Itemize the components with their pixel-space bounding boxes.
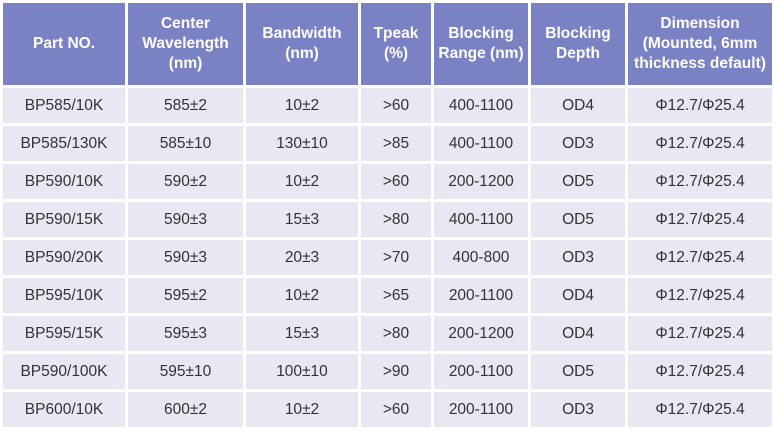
table-cell: OD5 [531,354,625,389]
table-cell: 15±3 [246,202,358,237]
table-cell: 130±10 [246,126,358,161]
table-cell: 590±2 [128,164,243,199]
table-cell: BP595/15K [3,316,125,351]
table-cell: OD4 [531,316,625,351]
table-cell: OD4 [531,278,625,313]
table-cell: Φ12.7/Φ25.4 [628,278,772,313]
table-row: BP600/10K 600±2 10±2 >60 200-1100 OD3 Φ12.7/Φ2… [3,392,772,427]
table-cell: >90 [361,354,431,389]
table-cell: 595±10 [128,354,243,389]
column-header-blocking-depth: Blocking Depth [531,3,625,85]
table-row: BP590/15K 590±3 15±3 >80 400-1100 OD5 Φ12.7/Φ2… [3,202,772,237]
table-cell: 585±10 [128,126,243,161]
table-cell: Φ12.7/Φ25.4 [628,392,772,427]
table-cell: Φ12.7/Φ25.4 [628,126,772,161]
table-cell: 15±3 [246,316,358,351]
column-header-tpeak: Tpeak (%) [361,3,431,85]
table-cell: 200-1200 [434,316,528,351]
table-row: BP590/10K 590±2 10±2 >60 200-1200 OD5 Φ12.7/Φ2… [3,164,772,199]
column-header-center-wavelength: Center Wavelength (nm) [128,3,243,85]
table-cell: 595±3 [128,316,243,351]
table-cell: Φ12.7/Φ25.4 [628,316,772,351]
table-cell: BP590/100K [3,354,125,389]
table-cell: OD3 [531,126,625,161]
table-cell: BP600/10K [3,392,125,427]
table-cell: >60 [361,88,431,123]
table-cell: 10±2 [246,278,358,313]
table-cell: >80 [361,202,431,237]
column-header-part-no: Part NO. [3,3,125,85]
table-cell: Φ12.7/Φ25.4 [628,240,772,275]
table-cell: OD5 [531,164,625,199]
table-cell: 20±3 [246,240,358,275]
table-row: BP585/130K 585±10 130±10 >85 400-1100 OD3 Φ12.… [3,126,772,161]
table-cell: BP590/20K [3,240,125,275]
table-cell: 200-1200 [434,164,528,199]
table-header: Part NO. Center Wavelength (nm) Bandwidt… [3,3,772,85]
table-cell: 585±2 [128,88,243,123]
table-cell: OD3 [531,240,625,275]
column-header-bandwidth: Bandwidth (nm) [246,3,358,85]
table-cell: 400-800 [434,240,528,275]
table-cell: BP590/15K [3,202,125,237]
table-row: BP590/20K 590±3 20±3 >70 400-800 OD3 Φ12.7/Φ25… [3,240,772,275]
table-cell: >60 [361,392,431,427]
table-cell: 595±2 [128,278,243,313]
table-cell: BP585/130K [3,126,125,161]
table-cell: 10±2 [246,392,358,427]
table-cell: >70 [361,240,431,275]
table-cell: 400-1100 [434,126,528,161]
table-cell: BP595/10K [3,278,125,313]
table-body: BP585/10K 585±2 10±2 >60 400-1100 OD4 Φ12.7/Φ2… [3,88,772,427]
table-cell: 400-1100 [434,202,528,237]
table-cell: BP585/10K [3,88,125,123]
table-row: BP585/10K 585±2 10±2 >60 400-1100 OD4 Φ12.7/Φ2… [3,88,772,123]
table-cell: 600±2 [128,392,243,427]
table-cell: >65 [361,278,431,313]
table-cell: OD5 [531,202,625,237]
table-cell: BP590/10K [3,164,125,199]
table-row: BP595/10K 595±2 10±2 >65 200-1100 OD4 Φ12.7/Φ2… [3,278,772,313]
table-cell: OD4 [531,88,625,123]
table-row: BP590/100K 595±10 100±10 >90 200-1100 OD5 Φ12.… [3,354,772,389]
table-cell: >80 [361,316,431,351]
table-cell: 200-1100 [434,354,528,389]
table-cell: 590±3 [128,240,243,275]
table-cell: Φ12.7/Φ25.4 [628,354,772,389]
table-row: BP595/15K 595±3 15±3 >80 200-1200 OD4 Φ12.7/Φ2… [3,316,772,351]
table-cell: 590±3 [128,202,243,237]
table-cell: 400-1100 [434,88,528,123]
table-cell: Φ12.7/Φ25.4 [628,164,772,199]
table-cell: Φ12.7/Φ25.4 [628,88,772,123]
table-header-row: Part NO. Center Wavelength (nm) Bandwidt… [3,3,772,85]
column-header-dimension: Dimension (Mounted, 6mm thickness defaul… [628,3,772,85]
table-cell: 200-1100 [434,278,528,313]
table-cell: Φ12.7/Φ25.4 [628,202,772,237]
column-header-blocking-range: Blocking Range (nm) [434,3,528,85]
table-cell: 100±10 [246,354,358,389]
table-cell: 200-1100 [434,392,528,427]
table-cell: >85 [361,126,431,161]
table-cell: OD3 [531,392,625,427]
table-cell: 10±2 [246,164,358,199]
table-cell: >60 [361,164,431,199]
table-cell: 10±2 [246,88,358,123]
